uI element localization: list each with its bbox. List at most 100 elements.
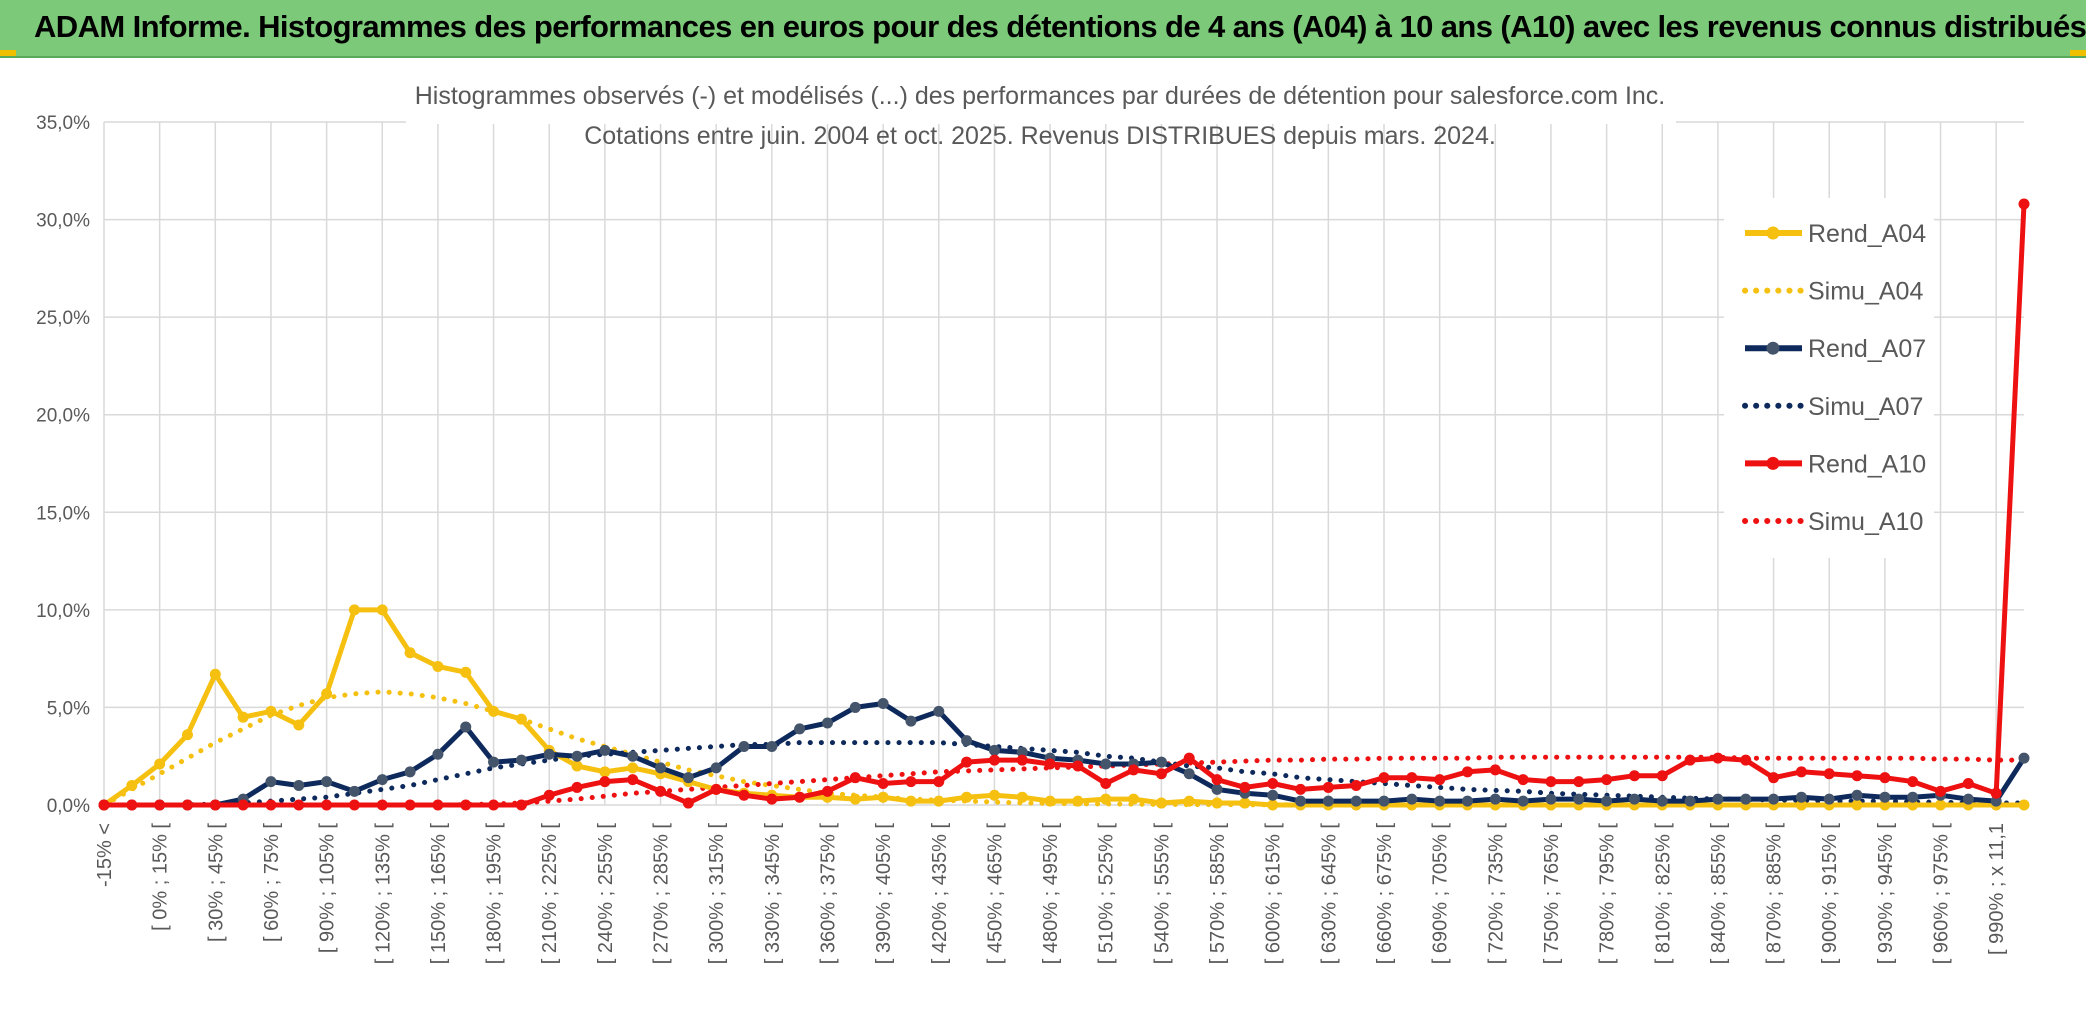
- point-Rend_A07: [710, 762, 722, 774]
- x-tick-label: [ 360% ; 375% [: [817, 823, 839, 965]
- point-Rend_A07: [1628, 793, 1640, 805]
- x-tick-label: [ 300% ; 315% [: [706, 823, 728, 965]
- series-Simu_A07: [101, 740, 2027, 808]
- point-Rend_A07: [1183, 768, 1195, 780]
- x-tick-label: [ 750% ; 765% [: [1541, 823, 1563, 965]
- point-Rend_A07: [849, 701, 861, 713]
- x-tick-label: [ 480% ; 495% [: [1040, 823, 1062, 965]
- y-tick-label: 0,0%: [47, 796, 90, 817]
- point-Rend_A04: [933, 795, 945, 807]
- point-Rend_A04: [237, 711, 249, 723]
- point-Rend_A10: [460, 799, 472, 811]
- legend-label: Simu_A07: [1808, 393, 1923, 421]
- point-Rend_A04: [1851, 799, 1863, 811]
- x-tick-label: [ 240% ; 255% [: [595, 823, 617, 965]
- point-Rend_A07: [432, 748, 444, 760]
- point-Rend_A07: [627, 750, 639, 762]
- point-Rend_A04: [1239, 797, 1251, 809]
- point-Rend_A10: [710, 783, 722, 795]
- chart-title-line2: Cotations entre juin. 2004 et oct. 2025.…: [584, 122, 1496, 150]
- corner-accent-right: [2070, 50, 2086, 56]
- y-tick-label: 10,0%: [36, 601, 90, 622]
- point-Rend_A10: [1935, 785, 1947, 797]
- point-Rend_A04: [348, 604, 360, 616]
- point-Rend_A07: [1489, 793, 1501, 805]
- x-tick-label: [ 270% ; 285% [: [651, 823, 673, 965]
- x-tick-label: [ 60% ; 75% [: [261, 823, 283, 942]
- point-Rend_A04: [1267, 799, 1279, 811]
- point-Rend_A04: [1879, 799, 1891, 811]
- y-tick-label: 5,0%: [47, 698, 90, 719]
- legend-marker: [1766, 341, 1780, 355]
- point-Rend_A07: [1740, 793, 1752, 805]
- x-tick-label: [ 810% ; 825% [: [1652, 823, 1674, 965]
- point-Rend_A10: [738, 789, 750, 801]
- legend: Rend_A04 Simu_A04 Rend_A07 Simu_A07 Rend_A10…: [1724, 198, 1934, 558]
- x-tick-label: [ 900% ; 915% [: [1819, 823, 1841, 965]
- point-Rend_A10: [1183, 752, 1195, 764]
- point-Rend_A10: [1656, 770, 1668, 782]
- point-Rend_A10: [1378, 772, 1390, 784]
- report-title: ADAM Informe. Histogrammes des performan…: [34, 9, 2086, 44]
- point-Rend_A04: [849, 793, 861, 805]
- legend-marker: [1766, 456, 1780, 470]
- point-Rend_A04: [1128, 793, 1140, 805]
- point-Rend_A10: [1601, 774, 1613, 786]
- corner-accent-left: [0, 50, 16, 56]
- x-tick-label: [ 960% ; 975% [: [1931, 823, 1953, 965]
- point-Rend_A07: [682, 772, 694, 784]
- x-tick-label: [ 30% ; 45% [: [205, 823, 227, 942]
- x-tick-label: [ 840% ; 855% [: [1708, 823, 1730, 965]
- y-tick-label: 35,0%: [36, 113, 90, 134]
- point-Rend_A07: [1768, 793, 1780, 805]
- point-Rend_A10: [348, 799, 360, 811]
- point-Rend_A04: [1907, 799, 1919, 811]
- point-Rend_A10: [1211, 774, 1223, 786]
- point-Rend_A07: [961, 735, 973, 747]
- legend-marker: [1766, 226, 1780, 240]
- point-Rend_A07: [877, 698, 889, 710]
- point-Rend_A10: [1128, 764, 1140, 776]
- point-Rend_A07: [1295, 795, 1307, 807]
- point-Rend_A04: [293, 719, 305, 731]
- point-Rend_A10: [1461, 766, 1473, 778]
- x-tick-label: [ 420% ; 435% [: [929, 823, 951, 965]
- point-Rend_A07: [599, 744, 611, 756]
- point-Rend_A04: [988, 789, 1000, 801]
- x-tick-label: [ 0% ; 15% [: [150, 823, 172, 931]
- point-Rend_A07: [988, 744, 1000, 756]
- point-Rend_A04: [877, 791, 889, 803]
- point-Rend_A07: [905, 715, 917, 727]
- x-tick-label: [ 330% ; 345% [: [762, 823, 784, 965]
- point-Rend_A07: [821, 717, 833, 729]
- point-Rend_A04: [1044, 795, 1056, 807]
- point-Rend_A10: [1044, 758, 1056, 770]
- y-axis-ticks: 0,0% 5,0% 10,0% 15,0% 20,0% 25,0% 30,0% 35,0%: [36, 113, 90, 817]
- point-Rend_A10: [1434, 774, 1446, 786]
- point-Rend_A04: [515, 713, 527, 725]
- point-Rend_A07: [1350, 795, 1362, 807]
- point-Rend_A10: [488, 799, 500, 811]
- point-Rend_A10: [1907, 776, 1919, 788]
- point-Rend_A07: [571, 750, 583, 762]
- point-Rend_A07: [293, 779, 305, 791]
- point-Rend_A07: [460, 721, 472, 733]
- point-Rend_A10: [877, 778, 889, 790]
- point-Rend_A10: [988, 754, 1000, 766]
- point-Rend_A04: [1211, 797, 1223, 809]
- series-Rend_A07: [104, 701, 2027, 808]
- point-Rend_A04: [181, 729, 193, 741]
- point-Rend_A07: [1962, 793, 1974, 805]
- point-Rend_A10: [933, 776, 945, 788]
- x-tick-label: [ 450% ; 465% [: [984, 823, 1006, 965]
- point-Rend_A10: [293, 799, 305, 811]
- point-Rend_A04: [460, 666, 472, 678]
- point-Rend_A07: [1517, 795, 1529, 807]
- point-Rend_A10: [126, 799, 138, 811]
- point-Rend_A04: [1016, 791, 1028, 803]
- x-tick-label: [ 600% ; 615% [: [1263, 823, 1285, 965]
- x-tick-label: [ 180% ; 195% [: [484, 823, 506, 965]
- point-Rend_A07: [1823, 793, 1835, 805]
- point-Rend_A07: [766, 740, 778, 752]
